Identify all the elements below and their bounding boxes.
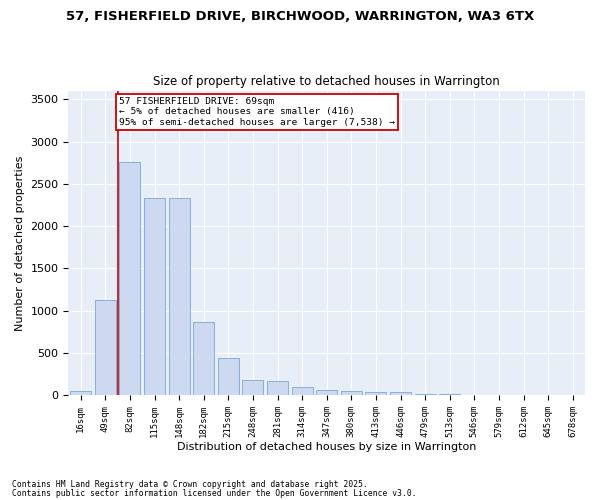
Text: 57, FISHERFIELD DRIVE, BIRCHWOOD, WARRINGTON, WA3 6TX: 57, FISHERFIELD DRIVE, BIRCHWOOD, WARRIN… — [66, 10, 534, 23]
Bar — [365, 392, 386, 395]
X-axis label: Distribution of detached houses by size in Warrington: Distribution of detached houses by size … — [177, 442, 476, 452]
Bar — [95, 300, 116, 395]
Title: Size of property relative to detached houses in Warrington: Size of property relative to detached ho… — [154, 76, 500, 88]
Bar — [70, 391, 91, 395]
Bar — [144, 198, 165, 395]
Bar — [439, 394, 460, 395]
Bar — [267, 381, 288, 395]
Bar — [415, 394, 436, 395]
Text: Contains HM Land Registry data © Crown copyright and database right 2025.: Contains HM Land Registry data © Crown c… — [12, 480, 368, 489]
Bar — [341, 391, 362, 395]
Bar — [119, 162, 140, 395]
Bar — [218, 358, 239, 395]
Bar — [193, 322, 214, 395]
Bar — [390, 392, 411, 395]
Text: 57 FISHERFIELD DRIVE: 69sqm
← 5% of detached houses are smaller (416)
95% of sem: 57 FISHERFIELD DRIVE: 69sqm ← 5% of deta… — [119, 97, 395, 127]
Bar — [316, 390, 337, 395]
Bar — [292, 388, 313, 395]
Text: Contains public sector information licensed under the Open Government Licence v3: Contains public sector information licen… — [12, 488, 416, 498]
Bar — [242, 380, 263, 395]
Y-axis label: Number of detached properties: Number of detached properties — [15, 156, 25, 330]
Bar — [169, 198, 190, 395]
